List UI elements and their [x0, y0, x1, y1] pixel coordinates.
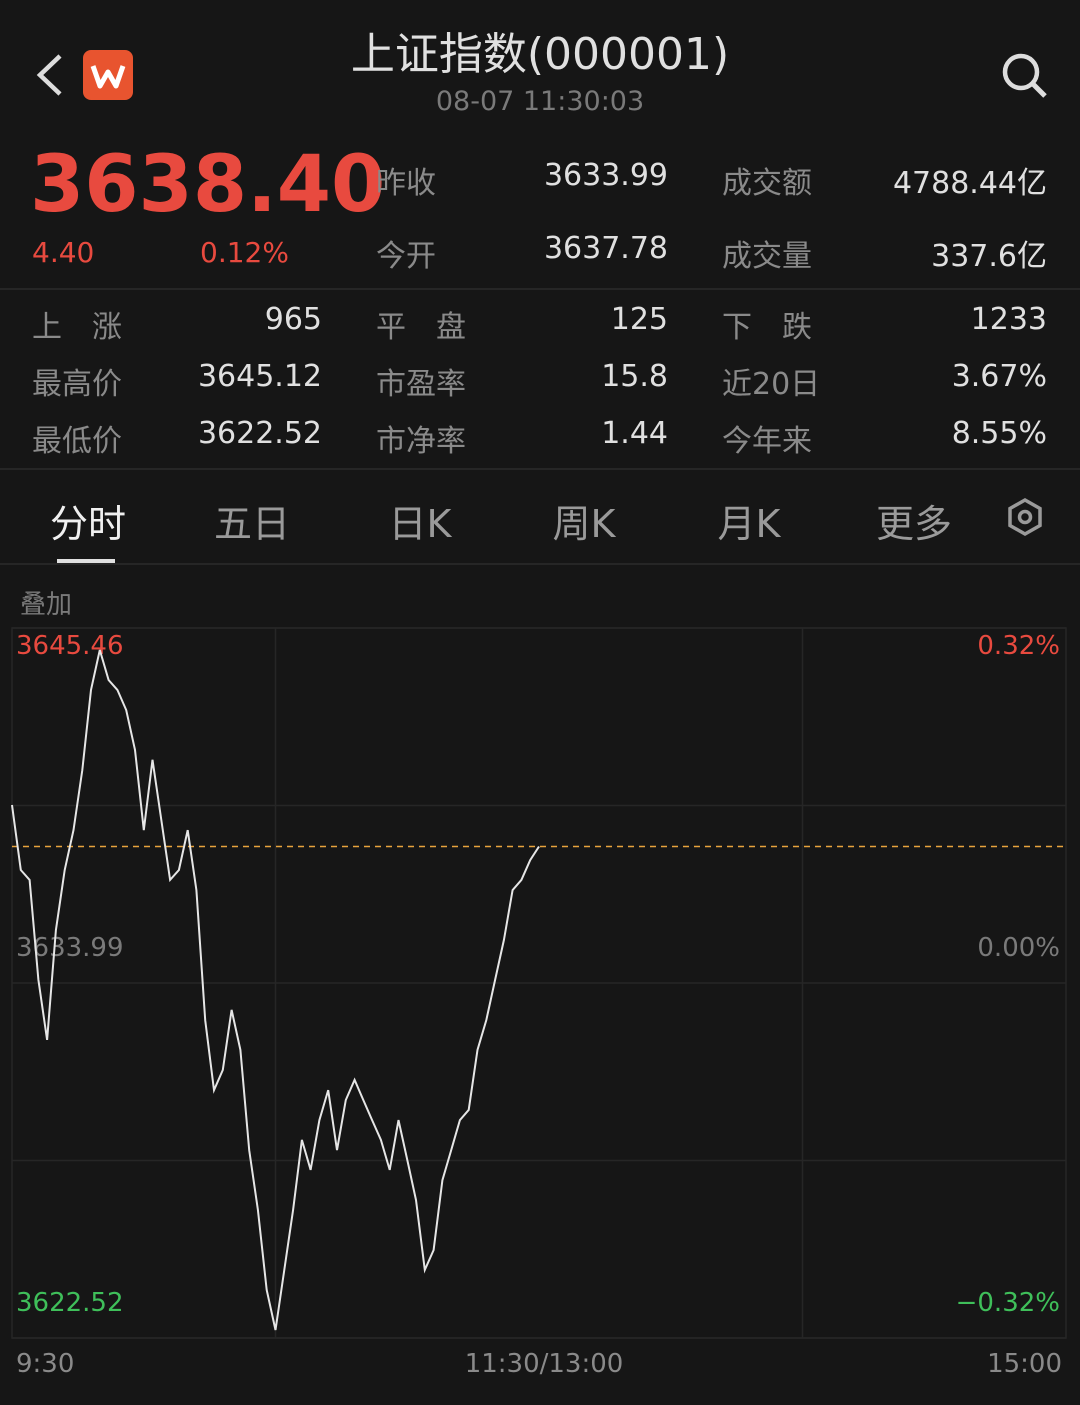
price: 3638.40 [30, 140, 386, 230]
stat-label: 最高价 [32, 367, 122, 402]
stat-label: 今年来 [722, 424, 812, 459]
stat-label: 近20日 [722, 367, 821, 402]
title: 上证指数(000001) [350, 29, 730, 80]
x-tick-label: 15:00 [987, 1349, 1062, 1379]
price-line [11, 649, 540, 1331]
y-tick-label: 3633.99 [16, 933, 124, 963]
stat-value: 337.6亿 [931, 239, 1047, 274]
stat-value: 3633.99 [543, 158, 668, 193]
y2-tick-label: 0.00% [977, 933, 1060, 963]
stat-value: 3622.52 [197, 416, 322, 451]
y-tick-label: 3622.52 [16, 1288, 124, 1318]
stat-value: 125 [610, 302, 668, 337]
stat-label: 成交量 [722, 239, 812, 274]
stat-value: 965 [264, 302, 322, 337]
divider [0, 288, 1080, 290]
stat-value: 3.67% [951, 359, 1047, 394]
stat-value: 4788.44亿 [892, 166, 1047, 201]
tab-underline [57, 559, 115, 563]
change-pct: 0.12% [200, 236, 289, 269]
stat-label: 上 涨 [32, 310, 122, 345]
overlay-button[interactable]: 叠加 [20, 590, 73, 620]
x-tick-label: 9:30 [16, 1349, 74, 1379]
divider [0, 563, 1080, 565]
divider [0, 468, 1080, 470]
search-button[interactable] [998, 50, 1053, 100]
y2-tick-label: −0.32% [956, 1288, 1060, 1318]
tab[interactable]: 日K [388, 502, 452, 546]
x-tick-label: 11:30/13:00 [465, 1349, 624, 1379]
change: 4.40 [32, 236, 95, 269]
stat-label: 下 跌 [722, 310, 812, 345]
app-icon[interactable] [83, 50, 133, 100]
stat-label: 今开 [376, 239, 436, 274]
timestamp: 08-07 11:30:03 [435, 86, 645, 117]
stat-value: 1233 [970, 302, 1047, 337]
stat-value: 1.44 [601, 416, 668, 451]
tab[interactable]: 月K [717, 502, 781, 546]
stat-label: 昨收 [376, 166, 436, 201]
stat-value: 15.8 [601, 359, 668, 394]
tab[interactable]: 五日 [213, 502, 291, 546]
y2-tick-label: 0.32% [977, 631, 1060, 661]
stat-label: 市盈率 [376, 367, 466, 402]
tab[interactable]: 更多 [875, 502, 953, 546]
stat-label: 成交额 [722, 166, 812, 201]
stat-value: 8.55% [951, 416, 1047, 451]
back-button[interactable] [30, 50, 70, 100]
stat-label: 最低价 [32, 424, 122, 459]
tab[interactable]: 分时 [49, 502, 127, 546]
tab[interactable]: 周K [552, 502, 616, 546]
stat-value: 3645.12 [197, 359, 322, 394]
stat-label: 市净率 [376, 424, 466, 459]
stat-label: 平 盘 [376, 310, 466, 345]
settings-button[interactable] [1005, 497, 1045, 537]
y-tick-label: 3645.46 [16, 631, 124, 661]
stat-value: 3637.78 [543, 231, 668, 266]
